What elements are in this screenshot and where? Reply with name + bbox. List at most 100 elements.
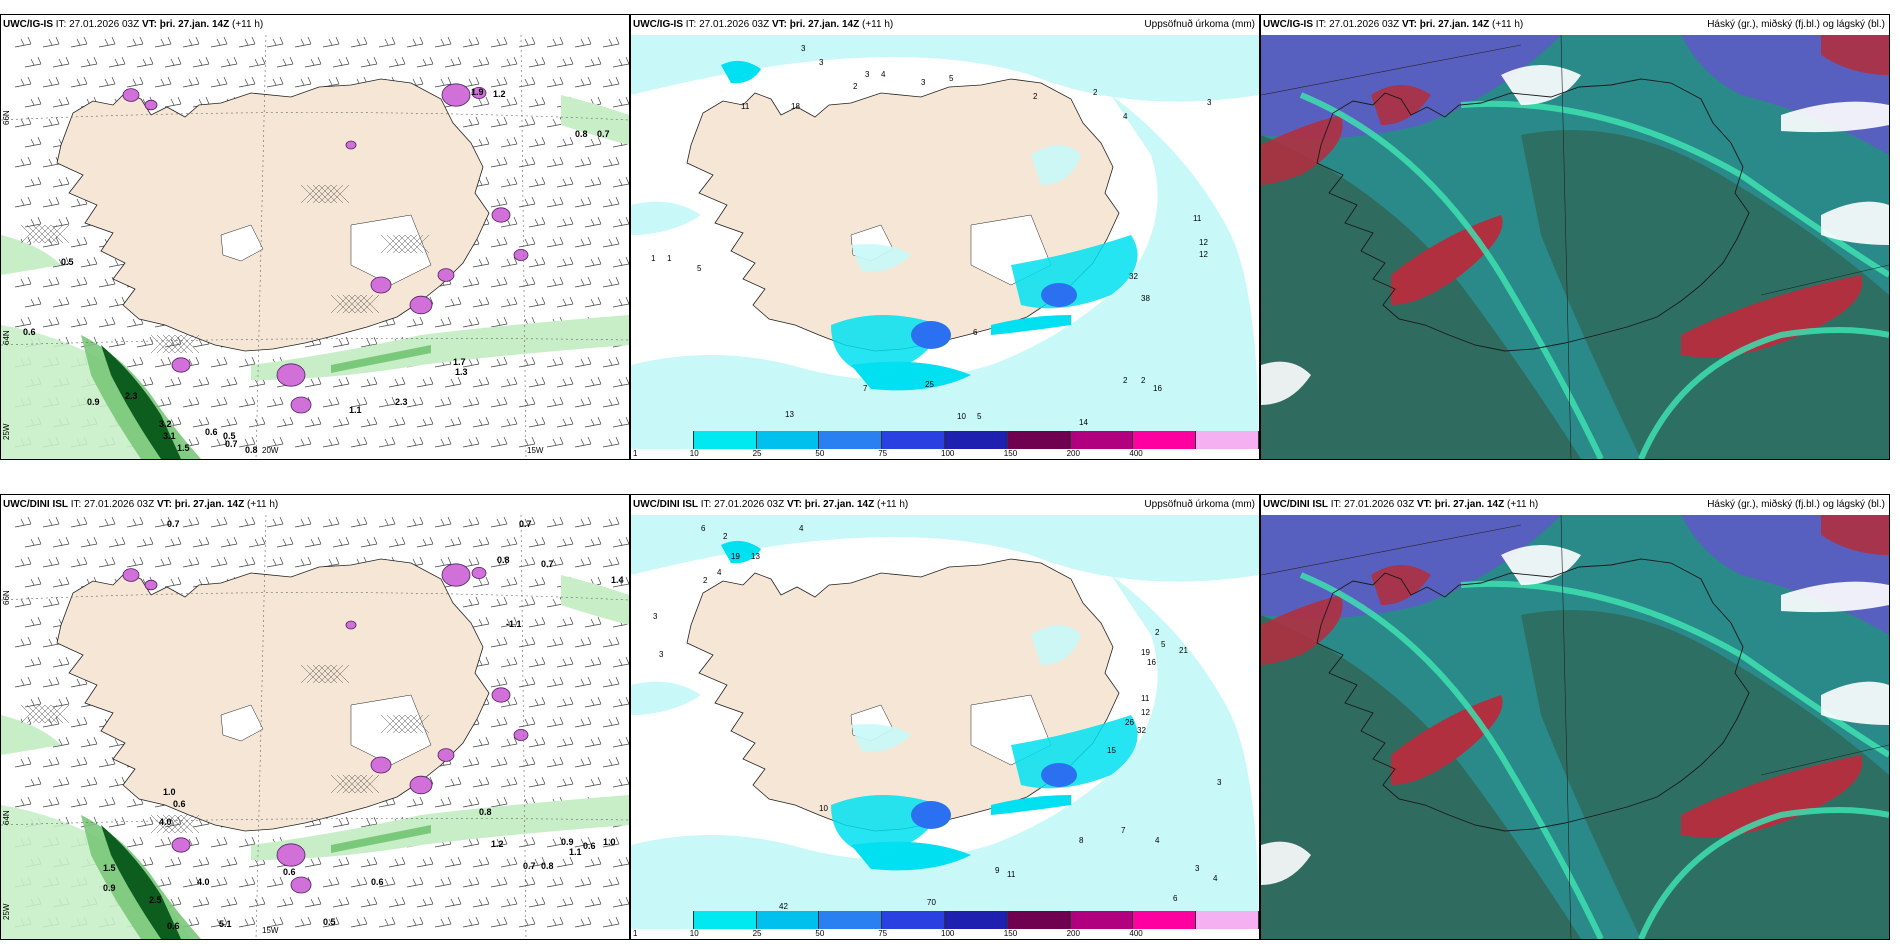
map-svg[interactable]: 3453211182115121211323816141351481052533… (631, 35, 1259, 459)
panel-igis-precip[interactable]: UWC/IG-IS IT: 27.01.2026 03Z VT: þri. 27… (630, 14, 1260, 460)
wind-barb (276, 416, 294, 428)
wind-barb (500, 856, 518, 868)
wind-barb (584, 736, 602, 748)
wind-value-label: 1.3 (455, 367, 468, 377)
map-svg[interactable] (1261, 515, 1889, 939)
model-name: UWC/IG-IS (1263, 19, 1313, 30)
wind-value-label: 0.7 (519, 519, 532, 529)
hatch-cross (354, 774, 374, 794)
wind-barb (322, 36, 340, 48)
wind-barb (220, 56, 238, 68)
colorbar-swatch (1070, 911, 1134, 929)
wind-barb (612, 56, 629, 68)
wind-barb (220, 416, 238, 428)
wind-barb (80, 536, 98, 548)
convection-cell (513, 728, 529, 741)
wind-barb (472, 856, 490, 868)
precip-value-label: 3 (659, 650, 664, 659)
convection-cell (345, 620, 357, 630)
convection-cell (290, 876, 312, 894)
wind-barb (574, 156, 592, 168)
wind-barb (52, 296, 70, 308)
wind-barb (182, 516, 200, 528)
convection-cell (276, 363, 306, 387)
wind-value-label: 3.1 (163, 431, 176, 441)
wind-barb (574, 196, 592, 208)
clear-sky (1781, 101, 1889, 133)
wind-barb (14, 116, 32, 128)
precip-value-label: 4 (881, 70, 886, 79)
wind-barb (388, 896, 406, 908)
wind-barb (360, 336, 378, 348)
precip-value-label: 3 (1217, 778, 1222, 787)
precip-value-label: 14 (1079, 418, 1088, 427)
convection-cell (276, 843, 306, 867)
map-area[interactable]: 6 4 2 19 13 2 4 3 3 2 5 19 21 16 11 12 26 32 15 11 10 42 70 9 8 7… (631, 515, 1259, 939)
init-time: 27.01.2026 03Z (69, 19, 140, 30)
wind-barb (490, 756, 508, 768)
wind-speed-west (1, 235, 61, 275)
wind-value-label: 0.8 (479, 807, 492, 817)
panel-dini-cloud[interactable]: UWC/DINI ISL IT: 27.01.2026 03Z VT: þri.… (1260, 494, 1890, 940)
wind-barb (192, 536, 210, 548)
panel-igis-wind[interactable]: UWC/IG-IS IT: 27.01.2026 03Z VT: þri. 27… (0, 14, 630, 460)
precip-value-label: 38 (1141, 294, 1150, 303)
wind-barb (500, 776, 518, 788)
wind-barb (406, 36, 424, 48)
map-area[interactable]: 66N 64N 25W 20W 15W 0.5 0.6 0.9 2.3 3.2 3.1 0.6 0.5 0… (1, 35, 629, 459)
map-area[interactable]: 66N 64N 25W 15W 0.7 0.7 0.8 0.7 1.4 -1.1 1.0 0.6 4.0… (1, 515, 629, 939)
wind-barb (584, 776, 602, 788)
wind-value-label: 2.5 (149, 895, 162, 905)
wind-barb (500, 136, 518, 148)
convection-cell (513, 248, 529, 261)
wind-barb (584, 296, 602, 308)
precip-value-label: 3 (653, 612, 658, 621)
wind-barb (546, 156, 564, 168)
map-svg[interactable] (1261, 35, 1889, 459)
map-area[interactable] (1261, 515, 1889, 939)
wind-barb (518, 116, 536, 128)
wind-speed-high (101, 345, 181, 459)
panel-dini-precip[interactable]: UWC/DINI ISL IT: 27.01.2026 03Z VT: þri.… (630, 494, 1260, 940)
wind-barb (584, 856, 602, 868)
wind-barb (500, 256, 518, 268)
panel-dini-wind[interactable]: UWC/DINI ISL IT: 27.01.2026 03Z VT: þri.… (0, 494, 630, 940)
hatch-cross (180, 334, 200, 354)
wind-barb (24, 96, 42, 108)
wind-barb (406, 396, 424, 408)
it-label: IT: (70, 499, 82, 510)
map-area[interactable] (1261, 35, 1889, 459)
wind-value-label: 0.7 (167, 519, 180, 529)
glacier (220, 224, 264, 262)
wind-barb (490, 36, 508, 48)
precip-value-label: 11 (1141, 694, 1150, 703)
wind-barb (546, 836, 564, 848)
map-area[interactable]: 3453211182115121211323816141351481052533… (631, 35, 1259, 459)
high-cloud-band (1261, 595, 1343, 665)
wind-barb (556, 296, 574, 308)
wind-barb (472, 736, 490, 748)
high-cloud-band (1371, 85, 1431, 125)
wind-value-label: 1.2 (493, 89, 506, 99)
convection-cell (441, 83, 471, 107)
wind-barb (490, 796, 508, 808)
wind-barb (14, 316, 32, 328)
wind-barb (294, 36, 312, 48)
panel-igis-cloud[interactable]: UWC/IG-IS IT: 27.01.2026 03Z VT: þri. 27… (1260, 14, 1890, 460)
wind-barb (518, 836, 536, 848)
wind-value-label: 1.7 (453, 357, 466, 367)
wind-value-label: 0.9 (87, 397, 100, 407)
wind-barb (518, 156, 536, 168)
wind-barb (322, 516, 340, 528)
wind-barb (556, 616, 574, 628)
wind-barb (164, 56, 182, 68)
wind-barb (164, 856, 182, 868)
valid-time: þri. 27.jan. 14Z (159, 19, 230, 30)
colorbar-tick: 75 (878, 449, 888, 458)
colorbar-tick: 200 (1066, 449, 1080, 458)
it-label: IT: (700, 499, 712, 510)
wind-value-label: -1.1 (506, 619, 522, 629)
